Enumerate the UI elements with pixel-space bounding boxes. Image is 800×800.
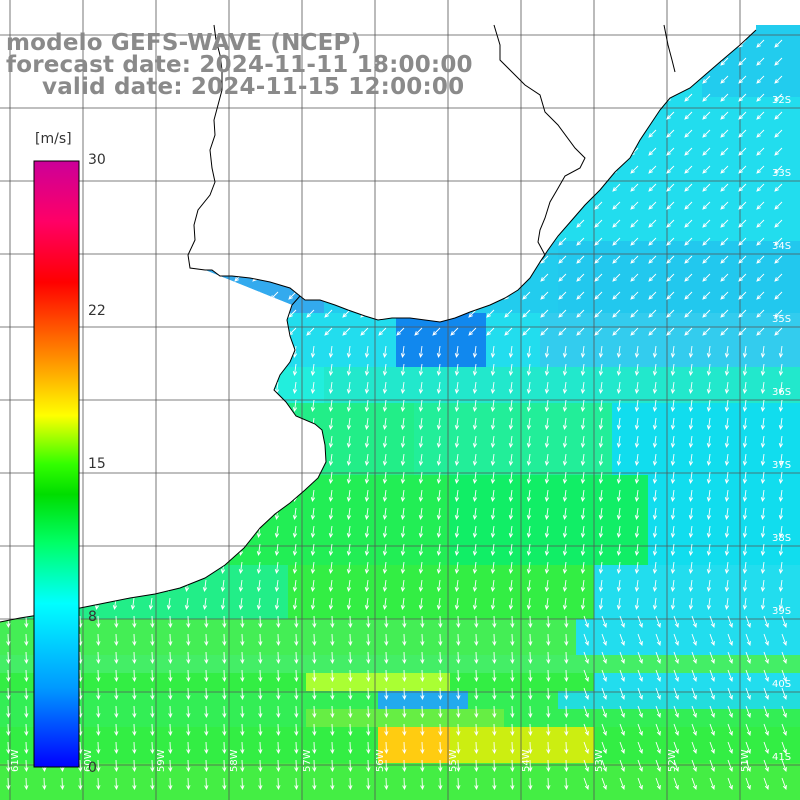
longitude-label: 56W [375,749,386,772]
latitude-label: 41S [772,752,791,763]
colorbar [33,160,80,768]
valid-date: valid date: 2024-11-15 12:00:00 [42,74,465,100]
longitude-label: 58W [229,749,240,772]
colorbar-tick-label: 8 [88,609,97,625]
longitude-label: 51W [740,749,751,772]
longitude-label: 60W [83,749,94,772]
latitude-label: 32S [772,95,791,106]
longitude-label: 57W [302,749,313,772]
longitude-label: 55W [448,749,459,772]
latitude-label: 39S [772,606,791,617]
forecast-date: forecast date: 2024-11-11 18:00:00 [6,52,473,78]
colorbar-tick-label: 15 [88,456,106,472]
latitude-label: 34S [772,241,791,252]
latitude-label: 40S [772,679,791,690]
longitude-label: 59W [156,749,167,772]
latitude-label: 35S [772,314,791,325]
latitude-label: 33S [772,168,791,179]
colorbar-tick-label: 30 [88,152,106,168]
latitude-label: 37S [772,460,791,471]
colorbar-unit: [m/s] [35,131,72,147]
colorbar-tick-label: 0 [88,760,97,776]
latitude-label: 38S [772,533,791,544]
coastline [0,24,757,623]
longitude-label: 61W [10,749,21,772]
longitude-label: 54W [521,749,532,772]
longitude-labels: 61W 60W 59W 58W 57W 56W 55W 54W 53W 52W 51W [10,749,751,772]
colorbar-tick-label: 22 [88,303,106,319]
longitude-label: 53W [594,749,605,772]
latitude-labels: 32S 33S 34S 35S 36S 37S 38S 39S 40S 41S [772,95,791,763]
latitude-label: 36S [772,387,791,398]
land-mass [0,0,800,622]
longitude-label: 52W [667,749,678,772]
model-title: modelo GEFS-WAVE (NCEP) [6,30,362,56]
